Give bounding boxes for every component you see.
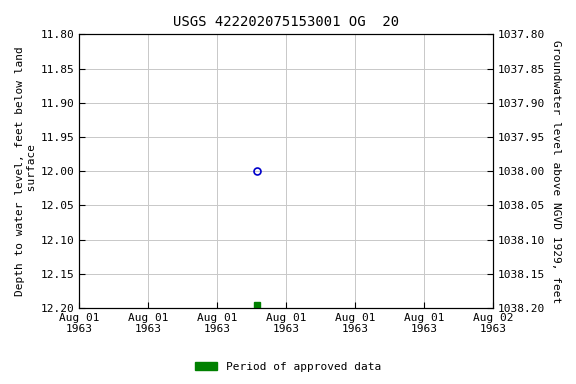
Title: USGS 422202075153001 OG  20: USGS 422202075153001 OG 20	[173, 15, 399, 29]
Y-axis label: Depth to water level, feet below land
 surface: Depth to water level, feet below land su…	[15, 46, 37, 296]
Legend: Period of approved data: Period of approved data	[191, 358, 385, 377]
Y-axis label: Groundwater level above NGVD 1929, feet: Groundwater level above NGVD 1929, feet	[551, 40, 561, 303]
